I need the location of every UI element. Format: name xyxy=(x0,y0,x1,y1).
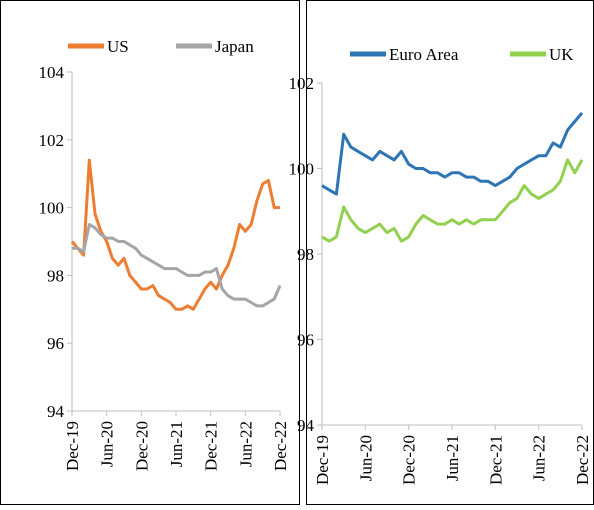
legend-label: US xyxy=(107,37,129,56)
series-line xyxy=(72,223,282,308)
legend-label: UK xyxy=(549,45,574,64)
y-tick-label: 102 xyxy=(39,131,65,150)
series-line xyxy=(321,158,584,243)
y-tick-label: 94 xyxy=(297,416,315,435)
series-line xyxy=(70,158,280,311)
x-tick-label: Jun-22 xyxy=(530,435,549,481)
x-tick-label: Jun-21 xyxy=(443,435,462,481)
x-tick-label: Jun-20 xyxy=(356,435,375,481)
x-tick-label: Jun-20 xyxy=(98,421,117,467)
y-tick-label: 100 xyxy=(289,160,315,179)
x-tick-label: Dec-22 xyxy=(573,435,592,485)
x-tick-label: Dec-21 xyxy=(202,421,221,471)
x-tick-label: Dec-19 xyxy=(63,421,82,471)
y-tick-label: 94 xyxy=(47,402,65,421)
x-tick-label: Dec-20 xyxy=(400,435,419,485)
y-tick-label: 102 xyxy=(289,74,315,93)
y-tick-label: 104 xyxy=(39,63,65,82)
y-tick-label: 96 xyxy=(297,331,314,350)
x-tick-label: Dec-19 xyxy=(313,435,332,485)
y-tick-label: 96 xyxy=(47,334,64,353)
x-tick-label: Dec-21 xyxy=(486,435,505,485)
legend-label: Euro Area xyxy=(389,45,459,64)
legend-label: Japan xyxy=(215,37,254,56)
y-tick-label: 100 xyxy=(39,199,65,218)
x-tick-label: Jun-22 xyxy=(236,421,255,467)
series-line xyxy=(321,111,584,196)
x-tick-label: Dec-20 xyxy=(132,421,151,471)
y-tick-label: 98 xyxy=(47,266,64,285)
x-tick-label: Jun-21 xyxy=(167,421,186,467)
y-tick-label: 98 xyxy=(297,245,314,264)
x-tick-label: Dec-22 xyxy=(271,421,290,471)
panel-border xyxy=(306,0,594,505)
